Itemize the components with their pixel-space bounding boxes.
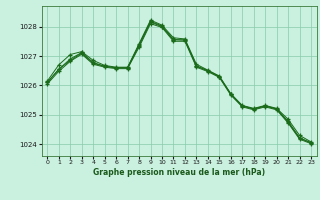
X-axis label: Graphe pression niveau de la mer (hPa): Graphe pression niveau de la mer (hPa) [93, 168, 265, 177]
